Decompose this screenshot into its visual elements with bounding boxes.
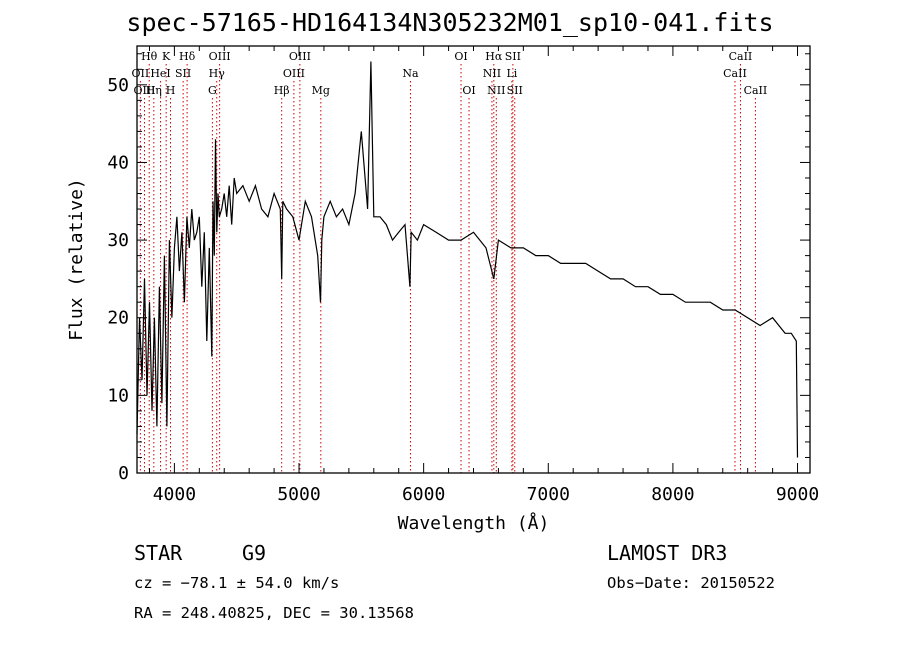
ra-dec-coords: RA = 248.40825, DEC = 30.13568 <box>134 604 414 622</box>
line-markers <box>139 64 756 473</box>
x-tick-label: 4000 <box>153 484 196 505</box>
line-label: CaII <box>744 84 768 97</box>
line-label: H <box>166 84 176 97</box>
plot-frame <box>136 45 811 474</box>
spectrum-line <box>136 61 799 458</box>
line-label: CaII <box>723 67 747 80</box>
line-label: Hβ <box>274 84 290 97</box>
redshift-cz: cz = −78.1 ± 54.0 km/s <box>134 574 340 592</box>
y-tick-label: 20 <box>107 308 129 329</box>
x-tick-label: 6000 <box>402 484 445 505</box>
y-tick-label: 50 <box>107 75 129 96</box>
y-tick-label: 0 <box>118 463 129 484</box>
x-tick-label: 5000 <box>277 484 320 505</box>
line-label: SII <box>505 50 521 63</box>
line-label: OII <box>132 67 150 80</box>
y-tick-label: 10 <box>107 385 129 406</box>
y-tick-label: 40 <box>107 152 129 173</box>
x-tick-label: 9000 <box>776 484 819 505</box>
line-labels: Hθ OII OIII K HeI Hη Hδ SII H OIII Hγ G OIII OIII Hβ Mg… <box>132 50 768 97</box>
line-label: K <box>162 50 171 63</box>
line-label: NII <box>483 67 501 80</box>
object-subclass: G9 <box>242 541 267 565</box>
y-tick-label: 30 <box>107 230 129 251</box>
line-label: Na <box>402 67 419 80</box>
line-label: Hδ <box>179 50 196 63</box>
line-label: Mg <box>312 84 330 97</box>
line-label: Hγ <box>209 67 226 80</box>
x-axis-label: Wavelength (Å) <box>398 512 550 534</box>
object-class: STAR <box>134 541 183 565</box>
line-label: OI <box>454 50 467 63</box>
chart-title: spec-57165-HD164134N305232M01_sp10-041.f… <box>126 8 774 37</box>
line-label: Li <box>506 67 517 80</box>
line-label: OI <box>462 84 475 97</box>
line-label: CaII <box>729 50 753 63</box>
obs-date: Obs−Date: 20150522 <box>607 574 775 592</box>
line-label: OIII <box>283 67 305 80</box>
axis-ticks: 4000 5000 6000 7000 8000 9000 0 10 20 30 40 50 <box>107 46 819 505</box>
line-label: OIII <box>133 84 155 97</box>
line-label: G <box>208 84 217 97</box>
line-label: Hα <box>485 50 503 63</box>
x-tick-label: 8000 <box>651 484 694 505</box>
line-label: Hη <box>146 84 162 97</box>
line-label: OIII <box>209 50 231 63</box>
line-label: HeI <box>150 67 170 80</box>
survey-name: LAMOST DR3 <box>607 541 728 565</box>
line-label: SII <box>507 84 523 97</box>
x-tick-label: 7000 <box>527 484 570 505</box>
line-label: SII <box>175 67 191 80</box>
line-label: Hθ <box>141 50 158 63</box>
line-label: OIII <box>289 50 311 63</box>
line-label: NII <box>487 84 505 97</box>
y-axis-label: Flux (relative) <box>66 178 87 341</box>
